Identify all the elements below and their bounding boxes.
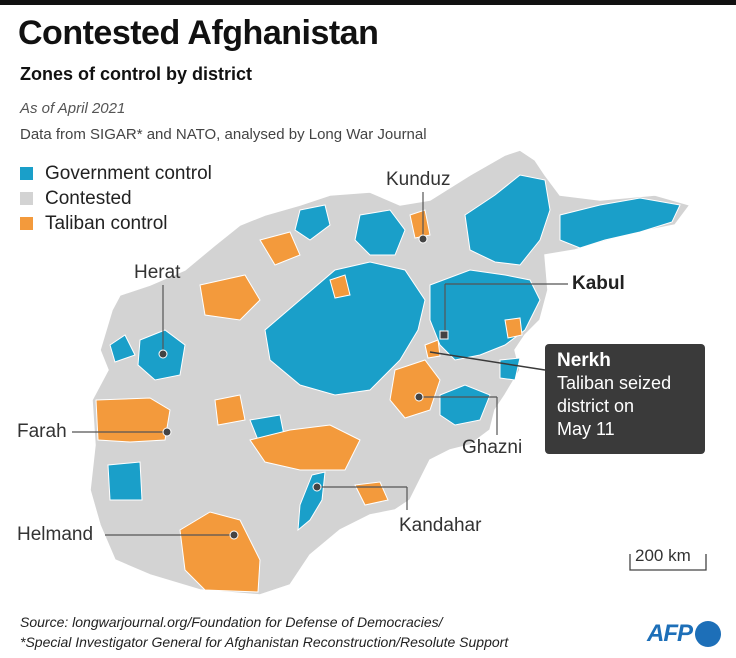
tal-kandahar-east xyxy=(354,481,389,506)
legend: Government control Contested Taliban con… xyxy=(20,161,212,236)
callout-title: Nerkh xyxy=(557,350,611,371)
city-label-kunduz: Kunduz xyxy=(386,169,451,190)
gov-west-small xyxy=(109,334,136,363)
marker-herat xyxy=(158,349,168,359)
tal-farah xyxy=(95,397,171,443)
callout-line-3: May 11 xyxy=(557,419,615,439)
afp-logo-dot xyxy=(695,621,721,647)
city-label-farah: Farah xyxy=(17,421,67,442)
tal-ghazni xyxy=(389,359,441,419)
tal-kunduz-ne xyxy=(409,209,431,239)
afp-logo-text: AFP xyxy=(647,620,693,647)
gov-badakhshan-arm xyxy=(559,197,681,249)
leader-nerkh xyxy=(429,351,546,371)
callout-line-1: Taliban seized xyxy=(557,373,672,393)
data-source-note: Data from SIGAR* and NATO, analysed by L… xyxy=(20,126,427,143)
source-note: Source: longwarjournal.org/Foundation fo… xyxy=(20,612,508,652)
legend-item-contested: Contested xyxy=(20,186,212,211)
city-label-kabul: Kabul xyxy=(572,273,625,294)
city-label-ghazni: Ghazni xyxy=(462,437,523,458)
tal-mid-south xyxy=(214,394,246,426)
leader-lines xyxy=(72,192,568,536)
gov-kunduz-north xyxy=(354,209,406,256)
source-line-2: *Special Investigator General for Afghan… xyxy=(20,634,509,650)
tal-east-kabul xyxy=(504,317,523,339)
marker-kunduz xyxy=(418,234,428,244)
tal-west-north xyxy=(199,274,261,321)
city-label-herat: Herat xyxy=(134,262,181,283)
legend-label-contested: Contested xyxy=(45,187,132,209)
top-bar xyxy=(0,0,736,5)
marker-ghazni xyxy=(414,392,424,402)
page-title: Contested Afghanistan xyxy=(18,14,379,52)
scale-bar: 200 km xyxy=(628,544,708,572)
tal-helmand xyxy=(179,511,261,593)
afp-logo: AFP xyxy=(647,620,721,648)
gov-farah-south xyxy=(107,461,143,501)
scale-bar-line xyxy=(629,554,707,571)
as-of-date: As of April 2021 xyxy=(20,100,126,117)
nerkh-callout: Nerkh Taliban seized district on May 11 xyxy=(545,344,705,454)
page-subtitle: Zones of control by district xyxy=(20,64,253,84)
scale-label: 200 km xyxy=(635,546,691,565)
legend-swatch-contested xyxy=(20,192,33,205)
marker-helmand xyxy=(229,530,239,540)
legend-swatch-government xyxy=(20,167,33,180)
taliban-districts xyxy=(95,209,523,593)
gov-northeast xyxy=(464,174,551,266)
tal-central-west xyxy=(329,274,351,299)
legend-swatch-taliban xyxy=(20,217,33,230)
marker-kabul xyxy=(439,330,449,340)
marker-farah xyxy=(162,427,172,437)
legend-item-taliban: Taliban control xyxy=(20,211,212,236)
gov-north-strip xyxy=(294,204,331,241)
callout-line-2: district on xyxy=(557,396,635,416)
legend-label-government: Government control xyxy=(45,162,212,184)
source-line-1: Source: longwarjournal.org/Foundation fo… xyxy=(20,614,443,630)
legend-label-taliban: Taliban control xyxy=(45,212,168,234)
country-outline xyxy=(89,149,692,596)
gov-central-block xyxy=(264,261,426,396)
marker-kandahar xyxy=(312,482,322,492)
gov-ghazni-east xyxy=(439,384,491,426)
city-markers xyxy=(158,234,449,540)
gov-east-small xyxy=(499,357,521,381)
city-label-helmand: Helmand xyxy=(17,524,94,545)
tal-north-west xyxy=(259,231,301,266)
city-label-kandahar: Kandahar xyxy=(399,515,482,536)
tal-south-central xyxy=(249,424,361,471)
legend-item-government: Government control xyxy=(20,161,212,186)
